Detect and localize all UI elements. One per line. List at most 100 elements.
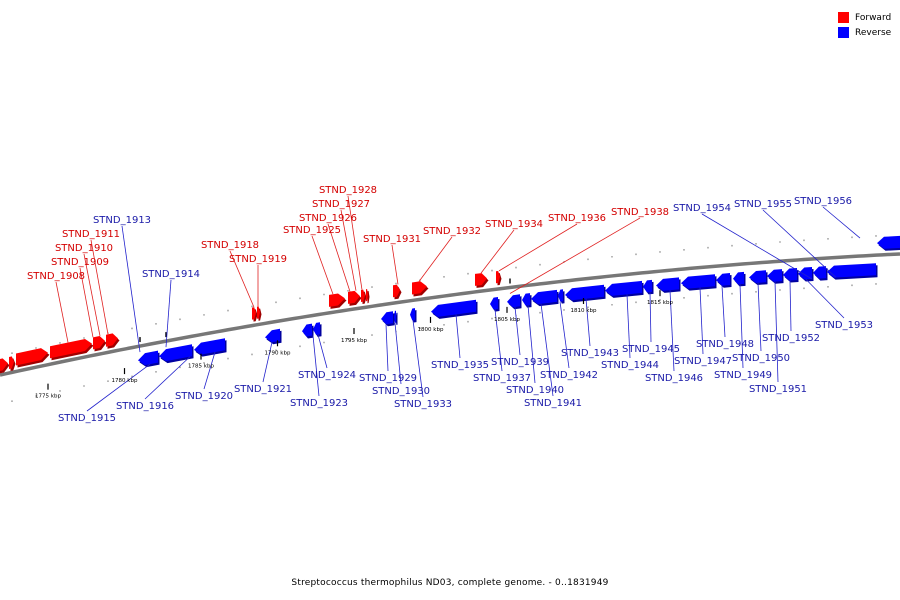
gene-label[interactable]: STND_1945: [622, 344, 680, 355]
gene-arrow-stnd-1949[interactable]: [733, 271, 744, 285]
gene-arrow-stnd-1925[interactable]: [329, 293, 345, 307]
gene-label[interactable]: STND_1956: [794, 196, 852, 207]
gene-arrow-stnd-1933[interactable]: [410, 308, 415, 321]
gene-arrow-stnd-1943[interactable]: [565, 284, 604, 301]
gene-arrow-stnd-1910[interactable]: [93, 336, 105, 350]
gene-arrow-stnd-1918[interactable]: [252, 307, 256, 320]
gene-arrow-stnd-1955[interactable]: [827, 263, 876, 278]
gene-label[interactable]: STND_1942: [540, 370, 598, 381]
gene-arrow-stnd-1953[interactable]: [798, 267, 812, 280]
gene-label[interactable]: STND_1913: [93, 215, 151, 226]
gene-arrow-stnd-1934[interactable]: [475, 273, 487, 286]
gene-label[interactable]: STND_1951: [749, 384, 807, 395]
gene-label[interactable]: STND_1933: [394, 399, 452, 410]
gene-label[interactable]: STND_1954: [673, 203, 731, 214]
gene-arrow-stnd-1948[interactable]: [716, 273, 730, 286]
gene-label[interactable]: STND_1924: [298, 370, 356, 381]
gene-arrow-stnd-1929[interactable]: [381, 311, 393, 325]
gene-arrow-stnd-1916[interactable]: [159, 344, 192, 362]
gene-arrow-stnd-1932[interactable]: [412, 281, 427, 295]
leader-line: [455, 314, 461, 359]
leader-line: [805, 279, 845, 319]
gene-label[interactable]: STND_1935: [431, 360, 489, 371]
gene-arrow-stnd-1939[interactable]: [507, 294, 520, 308]
gene-arrow-stnd-1944[interactable]: [605, 280, 642, 296]
gene-arrow-stnd-1920[interactable]: [194, 338, 225, 355]
gene-label[interactable]: STND_1936: [548, 213, 606, 224]
gene-arrow-stnd-1911[interactable]: [106, 333, 118, 347]
gene-label[interactable]: STND_1911: [62, 229, 120, 240]
gene-arrow-stnd-1909[interactable]: [50, 339, 92, 359]
gene-arrow-stnd-1928[interactable]: [366, 289, 368, 302]
gene-label[interactable]: STND_1944: [601, 360, 659, 371]
gene-label[interactable]: STND_1941: [524, 398, 582, 409]
gene-label[interactable]: STND_1923: [290, 398, 348, 409]
gene-label[interactable]: STND_1949: [714, 370, 772, 381]
gene-arrow-forward[interactable]: [0, 358, 8, 372]
gene-label[interactable]: STND_1918: [201, 240, 259, 251]
reverse-swatch: [838, 27, 849, 38]
gene-arrow-stnd-1921[interactable]: [265, 328, 280, 343]
gene-arrow-stnd-1947[interactable]: [681, 274, 715, 289]
leader-line: [340, 209, 357, 291]
gene-arrow-stnd-1919[interactable]: [257, 306, 260, 319]
gene-label[interactable]: STND_1939: [491, 357, 549, 368]
gene-label[interactable]: STND_1926: [299, 213, 357, 224]
gene-label[interactable]: STND_1914: [142, 269, 200, 280]
gene-arrow-stnd-1930[interactable]: [394, 310, 396, 323]
gene-label[interactable]: STND_1931: [363, 234, 421, 245]
gene-arrow-stnd-1915[interactable]: [138, 350, 158, 366]
gene-label[interactable]: STND_1943: [561, 348, 619, 359]
gene-label[interactable]: STND_1937: [473, 373, 531, 384]
gene-label[interactable]: STND_1929: [359, 373, 417, 384]
leader-line: [626, 294, 631, 359]
gene-label[interactable]: STND_1909: [51, 257, 109, 268]
gene-label[interactable]: STND_1955: [734, 199, 792, 210]
gene-label[interactable]: STND_1915: [58, 413, 116, 424]
gene-arrow-stnd-1940[interactable]: [522, 293, 530, 306]
gene-arrow-stnd-1936[interactable]: [496, 271, 500, 284]
gene-arrow-forward[interactable]: [9, 356, 14, 369]
legend-label-reverse: Reverse: [855, 27, 892, 38]
gene-label[interactable]: STND_1952: [762, 333, 820, 344]
gene-label[interactable]: STND_1910: [55, 243, 113, 254]
gene-arrow-stnd-1908[interactable]: [16, 348, 48, 366]
gene-arrow-stnd-1945[interactable]: [643, 279, 652, 293]
gene-label[interactable]: STND_1932: [423, 226, 481, 237]
gene-arrow-stnd-1952[interactable]: [783, 268, 797, 281]
gene-arrow-stnd-1927[interactable]: [361, 289, 365, 302]
gene-arrow-stnd-1926[interactable]: [348, 290, 360, 304]
gene-arrow-stnd-1951[interactable]: [767, 269, 782, 282]
leader-line: [540, 303, 554, 397]
gene-arrow-stnd-1954[interactable]: [813, 266, 826, 279]
gene-label[interactable]: STND_1948: [696, 339, 754, 350]
gene-arrow-stnd-1937[interactable]: [490, 297, 498, 310]
gene-arrow-stnd-1923[interactable]: [302, 323, 312, 337]
gene-label[interactable]: STND_1946: [645, 373, 703, 384]
gene-label[interactable]: STND_1950: [732, 353, 790, 364]
gene-arrow-stnd-1941[interactable]: [531, 289, 557, 305]
gene-arrow-stnd-1942[interactable]: [558, 289, 563, 302]
gene-label[interactable]: STND_1919: [229, 254, 287, 265]
gene-label[interactable]: STND_1925: [283, 225, 341, 236]
leader-line: [327, 223, 351, 292]
gene-label[interactable]: STND_1921: [234, 384, 292, 395]
gene-label[interactable]: STND_1938: [611, 207, 669, 218]
gene-arrow-stnd-1956[interactable]: [877, 235, 900, 249]
gene-label[interactable]: STND_1916: [116, 401, 174, 412]
gene-arrow-stnd-1931[interactable]: [393, 284, 400, 298]
leader-line: [385, 324, 389, 372]
gene-arrow-stnd-1950[interactable]: [749, 270, 766, 283]
gene-label[interactable]: STND_1908: [27, 271, 85, 282]
gene-arrow-stnd-1935[interactable]: [431, 299, 476, 317]
gene-arrow-stnd-1924[interactable]: [313, 322, 320, 335]
gene-arrow-stnd-1946[interactable]: [656, 277, 679, 291]
gene-label[interactable]: STND_1927: [312, 199, 370, 210]
gene-label[interactable]: STND_1940: [506, 385, 564, 396]
gene-label[interactable]: STND_1947: [674, 356, 732, 367]
gene-label[interactable]: STND_1920: [175, 391, 233, 402]
gene-label[interactable]: STND_1934: [485, 219, 543, 230]
gene-label[interactable]: STND_1953: [815, 320, 873, 331]
gene-label[interactable]: STND_1930: [372, 386, 430, 397]
gene-label[interactable]: STND_1928: [319, 185, 377, 196]
